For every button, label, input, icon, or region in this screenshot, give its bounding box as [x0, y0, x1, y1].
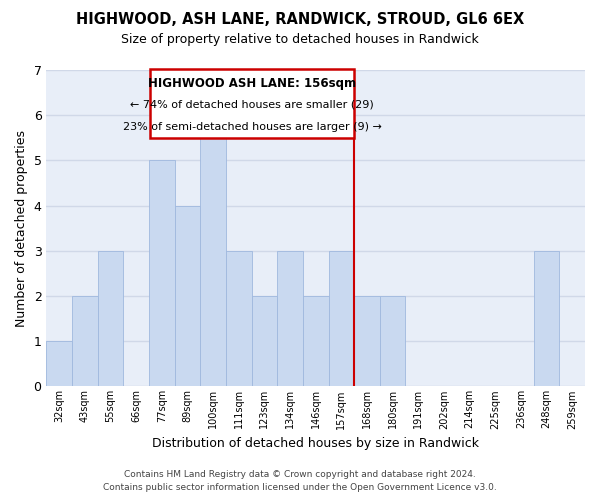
Y-axis label: Number of detached properties: Number of detached properties	[15, 130, 28, 326]
Bar	[200, 115, 226, 386]
Bar	[72, 296, 98, 386]
Bar	[149, 160, 175, 386]
Bar	[380, 296, 406, 386]
Bar	[303, 296, 329, 386]
FancyBboxPatch shape	[150, 69, 354, 138]
Bar	[226, 251, 251, 386]
Bar	[354, 296, 380, 386]
Bar	[534, 251, 559, 386]
Text: Size of property relative to detached houses in Randwick: Size of property relative to detached ho…	[121, 32, 479, 46]
Bar	[46, 341, 72, 386]
Text: Contains HM Land Registry data © Crown copyright and database right 2024.
Contai: Contains HM Land Registry data © Crown c…	[103, 470, 497, 492]
Bar	[98, 251, 124, 386]
Bar	[329, 251, 354, 386]
Bar	[251, 296, 277, 386]
Bar	[277, 251, 303, 386]
X-axis label: Distribution of detached houses by size in Randwick: Distribution of detached houses by size …	[152, 437, 479, 450]
Text: ← 74% of detached houses are smaller (29): ← 74% of detached houses are smaller (29…	[130, 100, 374, 110]
Text: HIGHWOOD ASH LANE: 156sqm: HIGHWOOD ASH LANE: 156sqm	[148, 77, 356, 90]
Text: HIGHWOOD, ASH LANE, RANDWICK, STROUD, GL6 6EX: HIGHWOOD, ASH LANE, RANDWICK, STROUD, GL…	[76, 12, 524, 28]
Bar	[175, 206, 200, 386]
Text: 23% of semi-detached houses are larger (9) →: 23% of semi-detached houses are larger (…	[123, 122, 382, 132]
